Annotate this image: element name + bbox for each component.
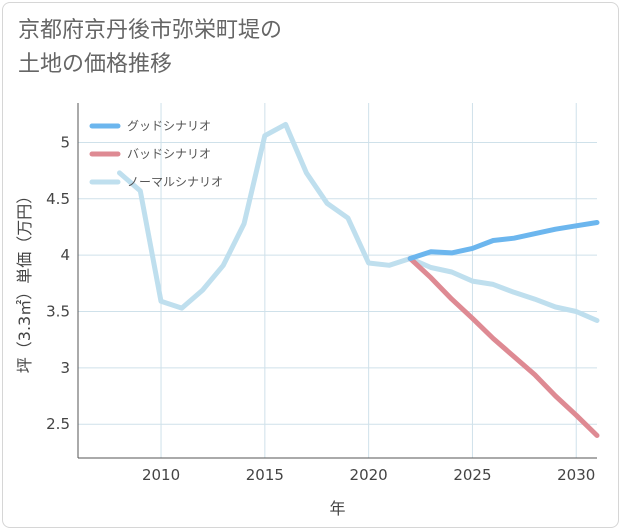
legend-label-1: バッドシナリオ <box>127 147 211 161</box>
legend-label-0: グッドシナリオ <box>127 119 211 133</box>
chart-title-line-2: 土地の価格推移 <box>18 52 173 77</box>
series-line-0 <box>407 220 600 261</box>
y-axis-title: 坪（3.3㎡）単価（万円） <box>15 188 34 373</box>
y-tick-label: 3 <box>60 359 70 377</box>
chart-title: 京都府京丹後市弥栄町堤の 土地の価格推移 <box>18 14 282 82</box>
y-tick-label: 5 <box>60 133 70 151</box>
y-tick-label: 2.5 <box>46 415 70 433</box>
y-tick-label: 4.5 <box>46 190 70 208</box>
x-tick-label: 2025 <box>453 466 491 484</box>
y-tick-label: 4 <box>60 246 70 264</box>
series-line-2 <box>117 121 600 323</box>
series-line-1 <box>407 256 600 438</box>
x-tick-label: 2030 <box>557 466 595 484</box>
x-axis-title: 年 <box>329 499 345 518</box>
y-tick-label: 3.5 <box>46 302 70 320</box>
x-tick-label: 2015 <box>246 466 284 484</box>
axis-labels: 2010 2015 2020 2025 2030 2.5 3 3.5 4 4.5 5 年 坪（3.3㎡）… <box>15 133 595 518</box>
chart-title-line-1: 京都府京丹後市弥栄町堤の <box>18 18 283 43</box>
x-tick-label: 2010 <box>142 466 180 484</box>
legend-label-2: ノーマルシナリオ <box>127 175 223 189</box>
axes <box>77 103 597 459</box>
x-tick-label: 2020 <box>350 466 388 484</box>
series-lines <box>117 121 600 438</box>
